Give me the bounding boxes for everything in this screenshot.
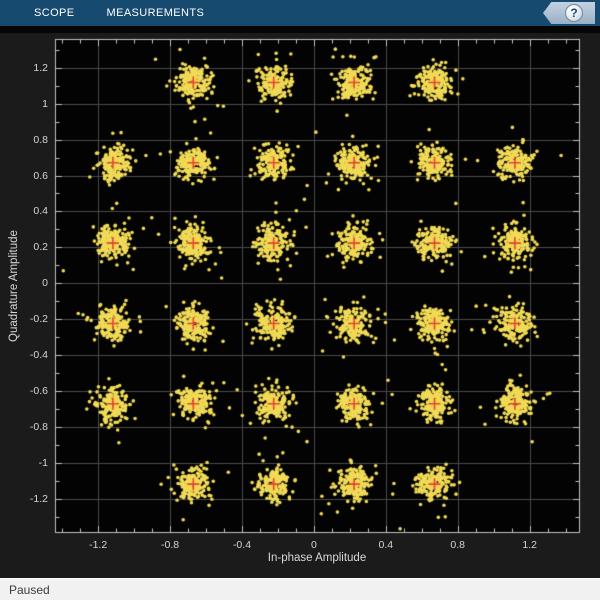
x-tick-label: 1.2 bbox=[522, 539, 537, 551]
x-tick-label: 0.4 bbox=[378, 539, 394, 551]
toolstrip-divider bbox=[0, 26, 600, 33]
x-tick-label: 0.8 bbox=[450, 539, 466, 551]
status-text: Paused bbox=[9, 582, 50, 597]
y-tick-label: 0.4 bbox=[33, 205, 48, 218]
toolstrip: SCOPE MEASUREMENTS ? bbox=[0, 0, 600, 26]
y-tick-label: 0.6 bbox=[33, 169, 48, 182]
y-tick-label: -0.4 bbox=[29, 349, 48, 362]
y-tick-label: 0.8 bbox=[33, 133, 48, 146]
tab-scope[interactable]: SCOPE bbox=[34, 7, 75, 19]
y-tick-label: -0.2 bbox=[29, 313, 48, 326]
x-tick-label: -0.4 bbox=[232, 539, 252, 551]
y-tick-label: -1.2 bbox=[29, 492, 48, 505]
y-tick-label: 0.2 bbox=[33, 241, 48, 254]
help-icon[interactable]: ? bbox=[565, 4, 583, 22]
y-tick-label: 0 bbox=[42, 277, 48, 290]
y-tick-label: 1.2 bbox=[33, 61, 48, 74]
tab-measurements[interactable]: MEASUREMENTS bbox=[106, 7, 205, 19]
y-tick-label: -0.8 bbox=[29, 421, 48, 433]
x-tick-label: -1.2 bbox=[89, 539, 108, 551]
x-axis-label: In-phase Amplitude bbox=[267, 552, 367, 564]
status-bar: Paused bbox=[0, 578, 600, 600]
x-tick-label: 0 bbox=[310, 539, 317, 551]
y-tick-label: -1 bbox=[38, 456, 48, 469]
x-tick-label: -0.8 bbox=[161, 539, 180, 551]
y-axis-label: Quadrature Amplitude bbox=[8, 230, 20, 342]
y-tick-label: -0.6 bbox=[29, 385, 48, 398]
help-button[interactable]: ? bbox=[543, 2, 595, 24]
y-tick-label: 1 bbox=[42, 97, 48, 110]
